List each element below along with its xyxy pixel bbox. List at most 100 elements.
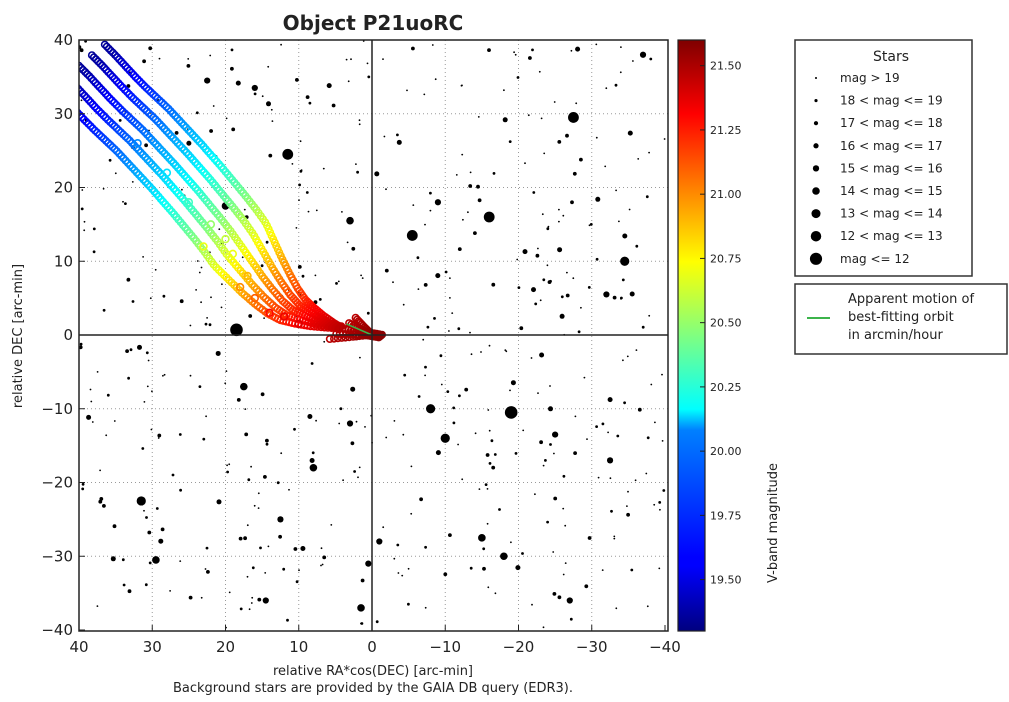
background-star bbox=[646, 605, 649, 608]
background-star bbox=[257, 492, 260, 495]
motion-segment bbox=[346, 323, 373, 336]
background-star bbox=[524, 162, 526, 165]
background-star bbox=[626, 505, 628, 507]
colorbar-tick-label: 21.50 bbox=[710, 60, 742, 73]
background-star bbox=[494, 592, 497, 595]
orbit-point bbox=[105, 94, 114, 103]
orbit-point bbox=[95, 130, 104, 139]
background-star bbox=[90, 400, 93, 403]
y-axis-label: relative DEC [arc-min] bbox=[11, 264, 26, 408]
background-star bbox=[548, 406, 553, 412]
background-star bbox=[448, 330, 450, 332]
background-star bbox=[635, 244, 639, 248]
orbit-point bbox=[104, 68, 113, 77]
background-star bbox=[517, 286, 521, 289]
background-star bbox=[171, 473, 175, 477]
background-star bbox=[225, 370, 228, 372]
background-star bbox=[246, 575, 249, 578]
background-star bbox=[516, 258, 519, 261]
background-star bbox=[572, 277, 575, 280]
background-star bbox=[125, 349, 129, 353]
background-star bbox=[469, 171, 472, 174]
orbit-point bbox=[81, 68, 90, 77]
background-star bbox=[429, 209, 432, 212]
background-star bbox=[226, 470, 230, 474]
background-star bbox=[241, 256, 244, 259]
background-star bbox=[607, 431, 609, 434]
orbit-point bbox=[127, 68, 136, 77]
orbit-point bbox=[106, 118, 115, 127]
background-star bbox=[645, 472, 648, 475]
background-star bbox=[298, 569, 300, 572]
bright-star bbox=[152, 556, 160, 564]
background-star bbox=[265, 442, 269, 446]
background-star bbox=[626, 355, 629, 358]
background-star bbox=[557, 595, 562, 600]
orbit-point bbox=[116, 105, 125, 114]
background-star bbox=[549, 443, 552, 446]
orbit-point bbox=[112, 100, 121, 109]
background-star bbox=[282, 567, 286, 571]
background-star bbox=[83, 229, 86, 232]
background-star bbox=[122, 583, 126, 587]
background-star bbox=[613, 535, 616, 538]
stars-legend-marker bbox=[811, 209, 821, 219]
colorbar-tick-label: 20.25 bbox=[710, 381, 742, 394]
background-star bbox=[321, 563, 324, 566]
y-tick-label: −10 bbox=[41, 400, 73, 418]
orbit-point bbox=[79, 63, 86, 72]
background-star bbox=[198, 271, 201, 274]
background-star bbox=[80, 207, 84, 211]
orbit-point bbox=[134, 121, 143, 130]
background-star bbox=[396, 133, 399, 137]
orbit-point bbox=[52, 86, 58, 92]
background-star bbox=[110, 556, 116, 562]
background-star bbox=[179, 560, 182, 562]
background-star bbox=[553, 452, 555, 455]
colorbar-tick-label: 19.75 bbox=[710, 509, 742, 522]
background-star bbox=[522, 249, 528, 255]
background-star bbox=[360, 622, 364, 625]
y-tick-label: −20 bbox=[41, 474, 73, 492]
background-star bbox=[243, 208, 246, 211]
x-tick-label: −10 bbox=[429, 638, 461, 656]
background-star bbox=[535, 253, 540, 258]
background-star bbox=[228, 463, 231, 466]
background-star bbox=[488, 462, 492, 465]
background-star bbox=[407, 567, 410, 570]
background-star bbox=[502, 117, 508, 123]
background-star bbox=[482, 566, 486, 571]
background-star bbox=[434, 78, 437, 81]
background-star bbox=[251, 566, 255, 570]
background-star bbox=[263, 475, 267, 479]
background-star bbox=[79, 345, 83, 350]
background-star bbox=[145, 516, 148, 519]
background-star bbox=[342, 479, 344, 482]
x-tick-label: 30 bbox=[143, 638, 162, 656]
background-star bbox=[280, 43, 282, 46]
orbit-point bbox=[129, 117, 138, 126]
x-tick-label: −30 bbox=[576, 638, 608, 656]
y-tick-label: 30 bbox=[54, 105, 73, 123]
bright-star bbox=[262, 597, 269, 604]
background-star bbox=[426, 325, 430, 329]
background-star bbox=[396, 139, 402, 145]
orbit-point bbox=[100, 40, 109, 49]
background-star bbox=[485, 453, 490, 457]
background-star bbox=[402, 303, 405, 306]
orbit-point bbox=[131, 73, 140, 82]
background-star bbox=[351, 246, 356, 251]
background-star bbox=[419, 497, 423, 502]
background-star bbox=[515, 565, 521, 571]
orbit-point bbox=[123, 111, 132, 120]
background-star bbox=[521, 552, 524, 555]
background-star bbox=[230, 66, 234, 71]
background-star bbox=[286, 618, 289, 622]
background-star bbox=[491, 465, 496, 470]
orbit-point bbox=[374, 333, 383, 342]
grid-lines bbox=[79, 40, 668, 631]
orbit-point bbox=[140, 105, 149, 114]
stars-legend-label: mag <= 12 bbox=[840, 252, 910, 266]
background-star bbox=[375, 620, 379, 624]
background-star bbox=[102, 504, 106, 508]
